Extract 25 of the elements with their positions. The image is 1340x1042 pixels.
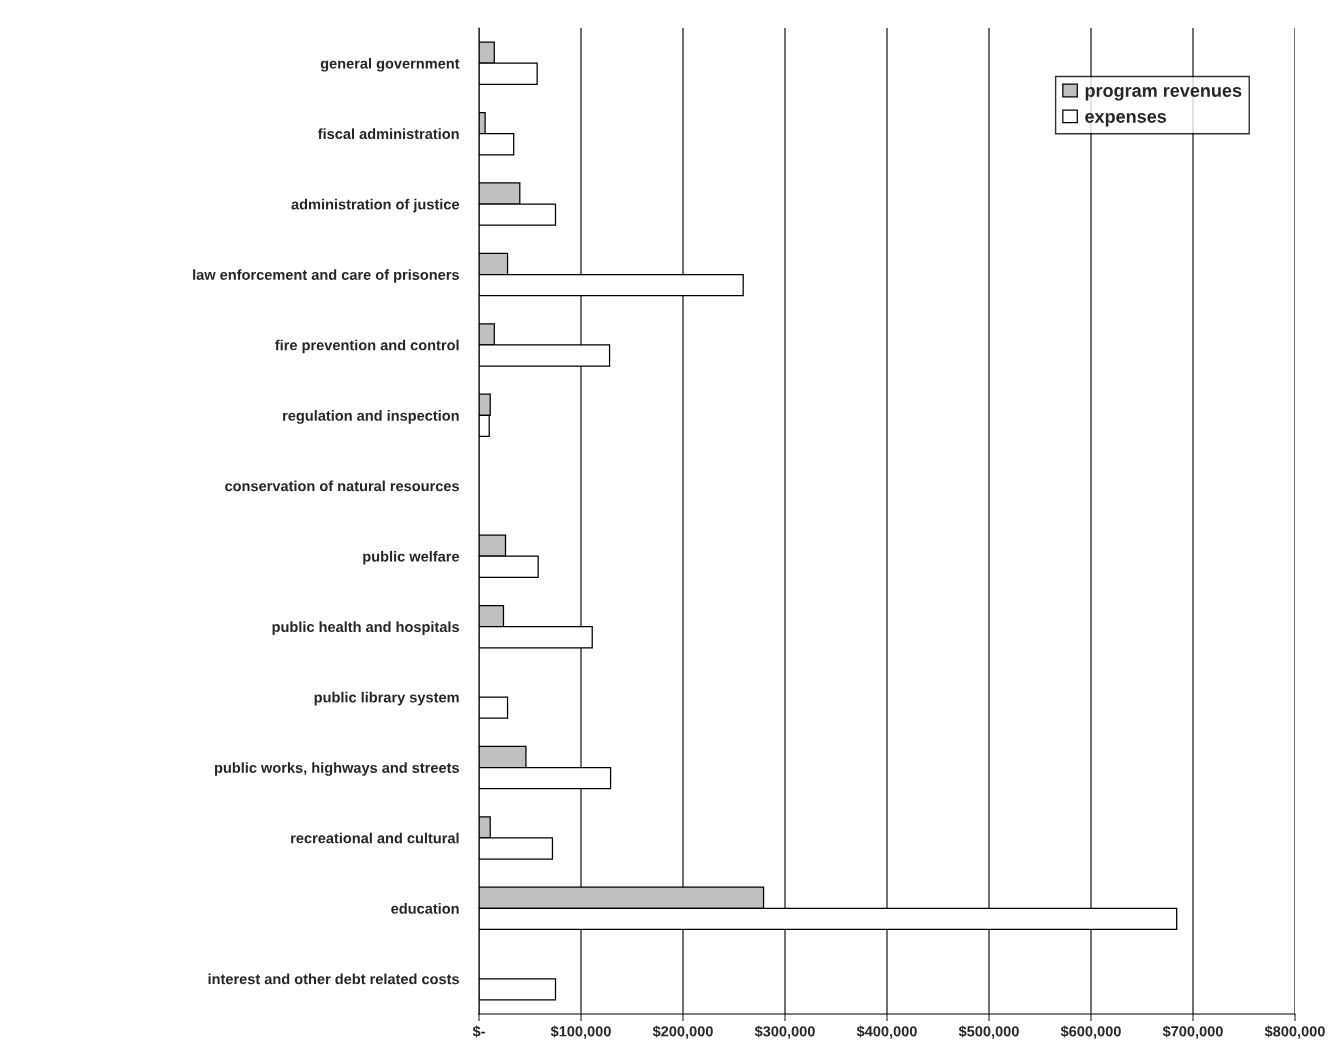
- x-tick-label: $500,000: [958, 1025, 1019, 1039]
- y-tick-label: public works, highways and streets: [214, 762, 459, 776]
- y-tick-label: recreational and cultural: [291, 832, 459, 844]
- x-tick-label: $400,000: [856, 1025, 917, 1039]
- x-tick-label: $700,000: [1162, 1025, 1223, 1039]
- y-tick-label: education: [391, 903, 459, 914]
- x-tick-label: $300,000: [754, 1025, 815, 1039]
- x-tick-label: $200,000: [652, 1025, 713, 1039]
- x-tick-label: $800,000: [1264, 1025, 1325, 1039]
- x-tick-label: $100,000: [550, 1025, 611, 1039]
- y-tick-label: law enforcement and care of prisoners: [193, 269, 459, 283]
- y-tick-label: public library system: [314, 691, 459, 706]
- y-tick-label: interest and other debt related costs: [208, 973, 459, 985]
- y-tick-label: public welfare: [363, 550, 460, 565]
- y-tick-label: regulation and inspection: [283, 410, 459, 424]
- y-tick-label: administration of justice: [291, 198, 460, 213]
- legend-label: expenses: [1085, 112, 1167, 127]
- y-tick-label: fire prevention and control: [275, 339, 459, 354]
- y-tick-label: general government: [320, 57, 460, 72]
- y-tick-label: conservation of natural resources: [225, 480, 459, 492]
- x-tick-label: $-: [472, 1025, 485, 1038]
- legend-label: program revenues: [1085, 87, 1242, 101]
- x-tick-label: $600,000: [1060, 1025, 1121, 1039]
- y-tick-label: public health and hospitals: [272, 621, 459, 635]
- y-tick-label: fiscal administration: [318, 128, 459, 140]
